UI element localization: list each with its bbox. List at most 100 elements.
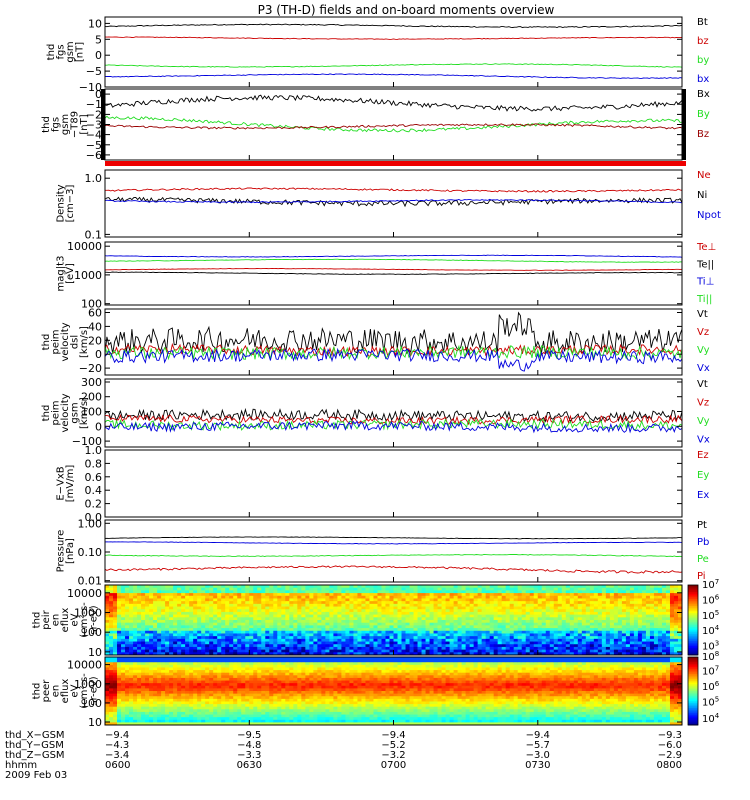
heatmap-cell (169, 633, 174, 637)
heatmap-cell (485, 630, 491, 634)
heatmap-cell (657, 630, 663, 634)
heatmap-cell (257, 636, 262, 640)
heatmap-cell (365, 649, 370, 653)
heatmap-cell (405, 593, 410, 597)
heatmap-cell (145, 622, 150, 626)
heatmap-cell (529, 644, 535, 648)
heatmap-cell (409, 609, 414, 613)
heatmap-cell (165, 680, 170, 684)
heatmap-cell (249, 622, 254, 626)
heatmap-cell (229, 657, 234, 661)
heatmap-cell (493, 636, 499, 640)
heatmap-cell (501, 633, 507, 637)
heatmap-cell (117, 711, 122, 715)
heatmap-cell (601, 598, 607, 602)
heatmap-cell (189, 641, 194, 645)
heatmap-cell (357, 622, 362, 626)
heatmap-cell (501, 625, 507, 629)
heatmap-cell (205, 587, 210, 591)
heatmap-cell (241, 590, 246, 594)
heatmap-cell (677, 622, 683, 626)
heatmap-cell (309, 622, 314, 626)
heatmap-cell (509, 611, 515, 616)
heatmap-cell (373, 628, 378, 632)
heatmap-cell (609, 593, 615, 597)
heatmap-cell (489, 620, 495, 624)
heatmap-cell (129, 636, 134, 640)
heatmap-cell (505, 638, 511, 642)
heatmap-cell (585, 590, 591, 594)
heatmap-cell (545, 652, 551, 656)
heatmap-cell (613, 590, 619, 594)
heatmap-cell (593, 601, 599, 605)
heatmap-cell (161, 585, 166, 589)
heatmap-cell (501, 617, 507, 621)
heatmap-cell (545, 611, 551, 616)
legend-entry: Ti|| (696, 294, 712, 305)
heatmap-cell (145, 611, 150, 616)
heatmap-cell (677, 633, 683, 637)
heatmap-cell (277, 649, 282, 653)
heatmap-cell (625, 601, 631, 605)
heatmap-cell (401, 625, 406, 629)
heatmap-cell (229, 652, 234, 656)
heatmap-cell (601, 606, 607, 610)
heatmap-cell (193, 657, 198, 661)
heatmap-cell (397, 598, 402, 602)
heatmap-cell (421, 585, 426, 589)
heatmap-cell (153, 633, 158, 637)
heatmap-cell (601, 585, 607, 589)
heatmap-cell (121, 617, 126, 621)
heatmap-cell (133, 641, 138, 645)
heatmap-cell (321, 646, 326, 651)
heatmap-cell (361, 601, 366, 605)
heatmap-cell (249, 601, 254, 605)
heatmap-cell (129, 706, 134, 710)
heatmap-cell (345, 622, 350, 626)
heatmap-cell (397, 638, 402, 642)
heatmap-cell (673, 606, 679, 610)
heatmap-cell (321, 590, 326, 594)
heatmap-cell (581, 630, 587, 634)
heatmap-cell (165, 709, 170, 713)
heatmap-cell (633, 652, 639, 656)
heatmap-cell (221, 614, 226, 618)
heatmap-cell (221, 693, 226, 697)
heatmap-cell (109, 595, 114, 599)
heatmap-cell (221, 633, 226, 637)
heatmap-cell (233, 601, 238, 605)
heatmap-cell (285, 593, 290, 597)
heatmap-cell (309, 609, 314, 613)
heatmap-cell (645, 636, 651, 640)
heatmap-cell (409, 649, 414, 653)
heatmap-cell (117, 628, 122, 632)
heatmap-cell (557, 620, 563, 624)
heatmap-cell (461, 620, 467, 624)
heatmap-cell (133, 693, 138, 697)
heatmap-cell (277, 630, 282, 634)
heatmap-cell (497, 633, 503, 637)
heatmap-cell (253, 630, 258, 634)
heatmap-cell (553, 646, 559, 651)
heatmap-cell (461, 598, 467, 602)
heatmap-cell (485, 638, 491, 642)
heatmap-cell (161, 617, 166, 621)
heatmap-cell (593, 622, 599, 626)
heatmap-cell (549, 636, 555, 640)
heatmap-cell (229, 701, 234, 705)
heatmap-cell (117, 685, 122, 689)
heatmap-cell (629, 601, 635, 605)
heatmap-cell (229, 711, 234, 715)
heatmap-cell (237, 606, 242, 610)
heatmap-cell (625, 595, 631, 599)
heatmap-cell (157, 704, 162, 708)
heatmap-cell (453, 606, 459, 610)
heatmap-cell (369, 611, 374, 616)
heatmap-cell (401, 617, 406, 621)
heatmap-cell (185, 659, 190, 663)
heatmap-cell (121, 711, 126, 715)
heatmap-cell (661, 590, 667, 594)
heatmap-cell (529, 641, 535, 645)
heatmap-cell (321, 585, 326, 589)
heatmap-cell (233, 672, 238, 676)
